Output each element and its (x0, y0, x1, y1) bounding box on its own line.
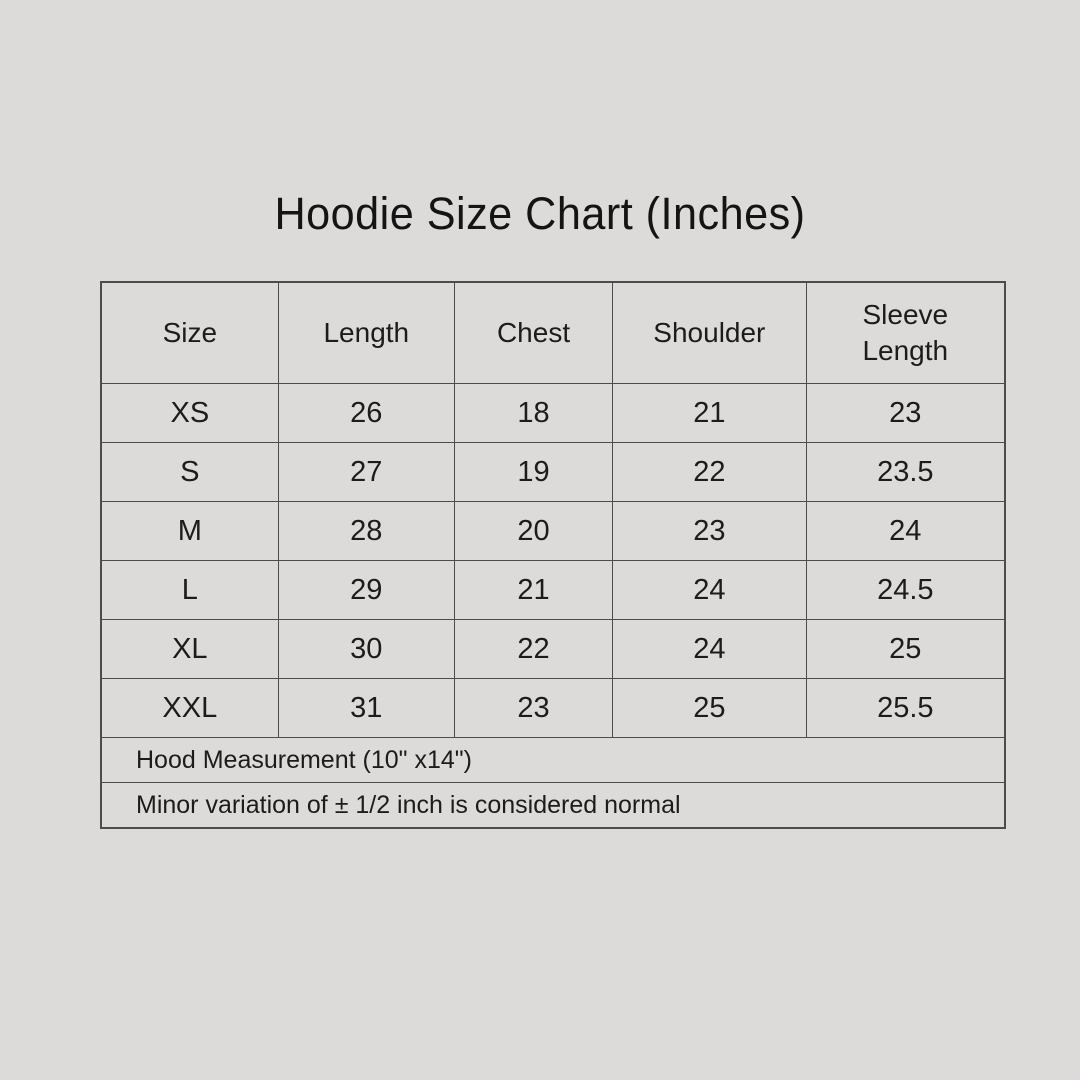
chest-value: 19 (453, 442, 614, 502)
shoulder-value: 24 (612, 619, 807, 679)
size-value: M (100, 501, 279, 561)
chest-value: 21 (453, 560, 614, 620)
sleeve-length-value: 24 (805, 501, 1006, 561)
table-row: XXL 31 23 25 25.5 (100, 678, 1006, 738)
table-row: XL 30 22 24 25 (100, 619, 1006, 679)
table-body: XS 26 18 21 23 S 27 19 22 23.5 M 28 20 2… (100, 383, 1006, 829)
shoulder-value: 22 (612, 442, 807, 502)
size-value: S (100, 442, 279, 502)
shoulder-value: 25 (612, 678, 807, 738)
column-header-length: Length (277, 281, 455, 384)
page-title: Hoodie Size Chart (Inches) (274, 188, 806, 239)
header-row: Size Length Chest Shoulder Sleeve Length (100, 281, 1006, 384)
size-value: XL (100, 619, 279, 679)
column-header-chest: Chest (453, 281, 614, 384)
variation-note-row: Minor variation of ± 1/2 inch is conside… (100, 782, 1006, 829)
hood-measurement-note: Hood Measurement (10" x14") (100, 737, 1006, 783)
table-row: M 28 20 23 24 (100, 501, 1006, 561)
chest-value: 22 (453, 619, 614, 679)
length-value: 29 (277, 560, 455, 620)
shoulder-value: 23 (612, 501, 807, 561)
column-header-sleeve-length-label: Sleeve Length (862, 298, 949, 366)
length-value: 28 (277, 501, 455, 561)
length-value: 27 (277, 442, 455, 502)
size-value: XS (100, 383, 279, 443)
size-chart-table: Size Length Chest Shoulder Sleeve Length… (100, 281, 1006, 829)
chest-value: 23 (453, 678, 614, 738)
length-value: 30 (277, 619, 455, 679)
chest-value: 20 (453, 501, 614, 561)
column-header-sleeve-length: Sleeve Length (805, 281, 1006, 384)
sleeve-length-value: 23 (805, 383, 1006, 443)
shoulder-value: 21 (612, 383, 807, 443)
sleeve-length-value: 25.5 (805, 678, 1006, 738)
column-header-size: Size (100, 281, 279, 384)
shoulder-value: 24 (612, 560, 807, 620)
chest-value: 18 (453, 383, 614, 443)
variation-note: Minor variation of ± 1/2 inch is conside… (100, 782, 1006, 829)
table-row: L 29 21 24 24.5 (100, 560, 1006, 620)
sleeve-length-value: 25 (805, 619, 1006, 679)
size-value: XXL (100, 678, 279, 738)
length-value: 31 (277, 678, 455, 738)
size-value: L (100, 560, 279, 620)
column-header-shoulder: Shoulder (612, 281, 807, 384)
table-row: XS 26 18 21 23 (100, 383, 1006, 443)
hood-measurement-note-row: Hood Measurement (10" x14") (100, 737, 1006, 783)
table-row: S 27 19 22 23.5 (100, 442, 1006, 502)
table-header: Size Length Chest Shoulder Sleeve Length (100, 281, 1006, 384)
length-value: 26 (277, 383, 455, 443)
sleeve-length-value: 24.5 (805, 560, 1006, 620)
sleeve-length-value: 23.5 (805, 442, 1006, 502)
